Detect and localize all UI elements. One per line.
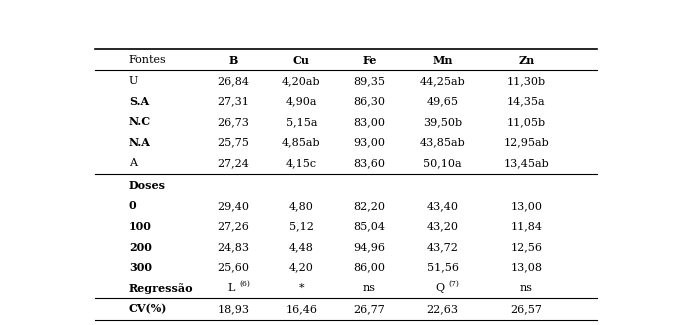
Text: CV(%): CV(%)	[129, 304, 167, 315]
Text: 86,00: 86,00	[354, 263, 385, 273]
Text: 12,56: 12,56	[510, 242, 543, 252]
Text: 83,60: 83,60	[354, 158, 385, 168]
Text: 93,00: 93,00	[354, 137, 385, 147]
Text: 43,20: 43,20	[427, 222, 459, 231]
Text: 11,84: 11,84	[510, 222, 543, 231]
Text: Q: Q	[435, 283, 445, 293]
Text: *: *	[298, 283, 304, 293]
Text: Doses: Doses	[129, 180, 166, 191]
Text: 43,72: 43,72	[427, 242, 458, 252]
Text: A: A	[129, 158, 137, 168]
Text: 27,26: 27,26	[217, 222, 249, 231]
Text: 39,50b: 39,50b	[423, 117, 462, 127]
Text: 13,45ab: 13,45ab	[504, 158, 549, 168]
Text: L: L	[227, 283, 234, 293]
Text: 82,20: 82,20	[354, 201, 385, 211]
Text: 24,83: 24,83	[217, 242, 250, 252]
Text: 25,75: 25,75	[217, 137, 249, 147]
Text: 85,04: 85,04	[354, 222, 385, 231]
Text: 4,85ab: 4,85ab	[282, 137, 321, 147]
Text: 4,80: 4,80	[289, 201, 314, 211]
Text: 44,25ab: 44,25ab	[420, 76, 466, 86]
Text: 100: 100	[129, 221, 152, 232]
Text: 11,30b: 11,30b	[507, 76, 546, 86]
Text: 11,05b: 11,05b	[507, 117, 546, 127]
Text: 27,31: 27,31	[217, 96, 249, 106]
Text: 12,95ab: 12,95ab	[504, 137, 549, 147]
Text: 51,56: 51,56	[427, 263, 459, 273]
Text: B: B	[229, 55, 238, 66]
Text: 4,48: 4,48	[289, 242, 314, 252]
Text: 26,77: 26,77	[354, 304, 385, 314]
Text: 200: 200	[129, 241, 152, 253]
Text: 22,63: 22,63	[427, 304, 459, 314]
Text: 25,60: 25,60	[217, 263, 250, 273]
Text: U: U	[129, 76, 138, 86]
Text: 26,84: 26,84	[217, 76, 250, 86]
Text: 4,90a: 4,90a	[286, 96, 317, 106]
Text: Zn: Zn	[518, 55, 535, 66]
Text: 300: 300	[129, 262, 152, 273]
Text: Mn: Mn	[433, 55, 453, 66]
Text: 14,35a: 14,35a	[507, 96, 545, 106]
Text: 29,40: 29,40	[217, 201, 250, 211]
Text: 13,00: 13,00	[510, 201, 543, 211]
Text: 43,85ab: 43,85ab	[420, 137, 466, 147]
Text: 5,15a: 5,15a	[286, 117, 317, 127]
Text: N.C: N.C	[129, 116, 151, 127]
Text: N.A: N.A	[129, 137, 151, 148]
Text: 4,20ab: 4,20ab	[282, 76, 321, 86]
Text: 86,30: 86,30	[354, 96, 385, 106]
Text: ns: ns	[363, 283, 376, 293]
Text: 83,00: 83,00	[354, 117, 385, 127]
Text: 26,57: 26,57	[510, 304, 542, 314]
Text: 50,10a: 50,10a	[423, 158, 462, 168]
Text: 26,73: 26,73	[217, 117, 249, 127]
Text: 18,93: 18,93	[217, 304, 250, 314]
Text: 16,46: 16,46	[286, 304, 317, 314]
Text: Cu: Cu	[293, 55, 310, 66]
Text: 43,40: 43,40	[427, 201, 459, 211]
Text: (7): (7)	[449, 280, 460, 288]
Text: 13,08: 13,08	[510, 263, 543, 273]
Text: Fontes: Fontes	[129, 55, 167, 65]
Text: 89,35: 89,35	[354, 76, 385, 86]
Text: 49,65: 49,65	[427, 96, 459, 106]
Text: Regressão: Regressão	[129, 282, 194, 293]
Text: Fe: Fe	[362, 55, 377, 66]
Text: S.A: S.A	[129, 96, 149, 107]
Text: 5,12: 5,12	[289, 222, 314, 231]
Text: 4,20: 4,20	[289, 263, 314, 273]
Text: 4,15c: 4,15c	[286, 158, 317, 168]
Text: 27,24: 27,24	[217, 158, 249, 168]
Text: (6): (6)	[240, 280, 250, 288]
Text: 0: 0	[129, 201, 136, 212]
Text: ns: ns	[520, 283, 533, 293]
Text: 94,96: 94,96	[354, 242, 385, 252]
